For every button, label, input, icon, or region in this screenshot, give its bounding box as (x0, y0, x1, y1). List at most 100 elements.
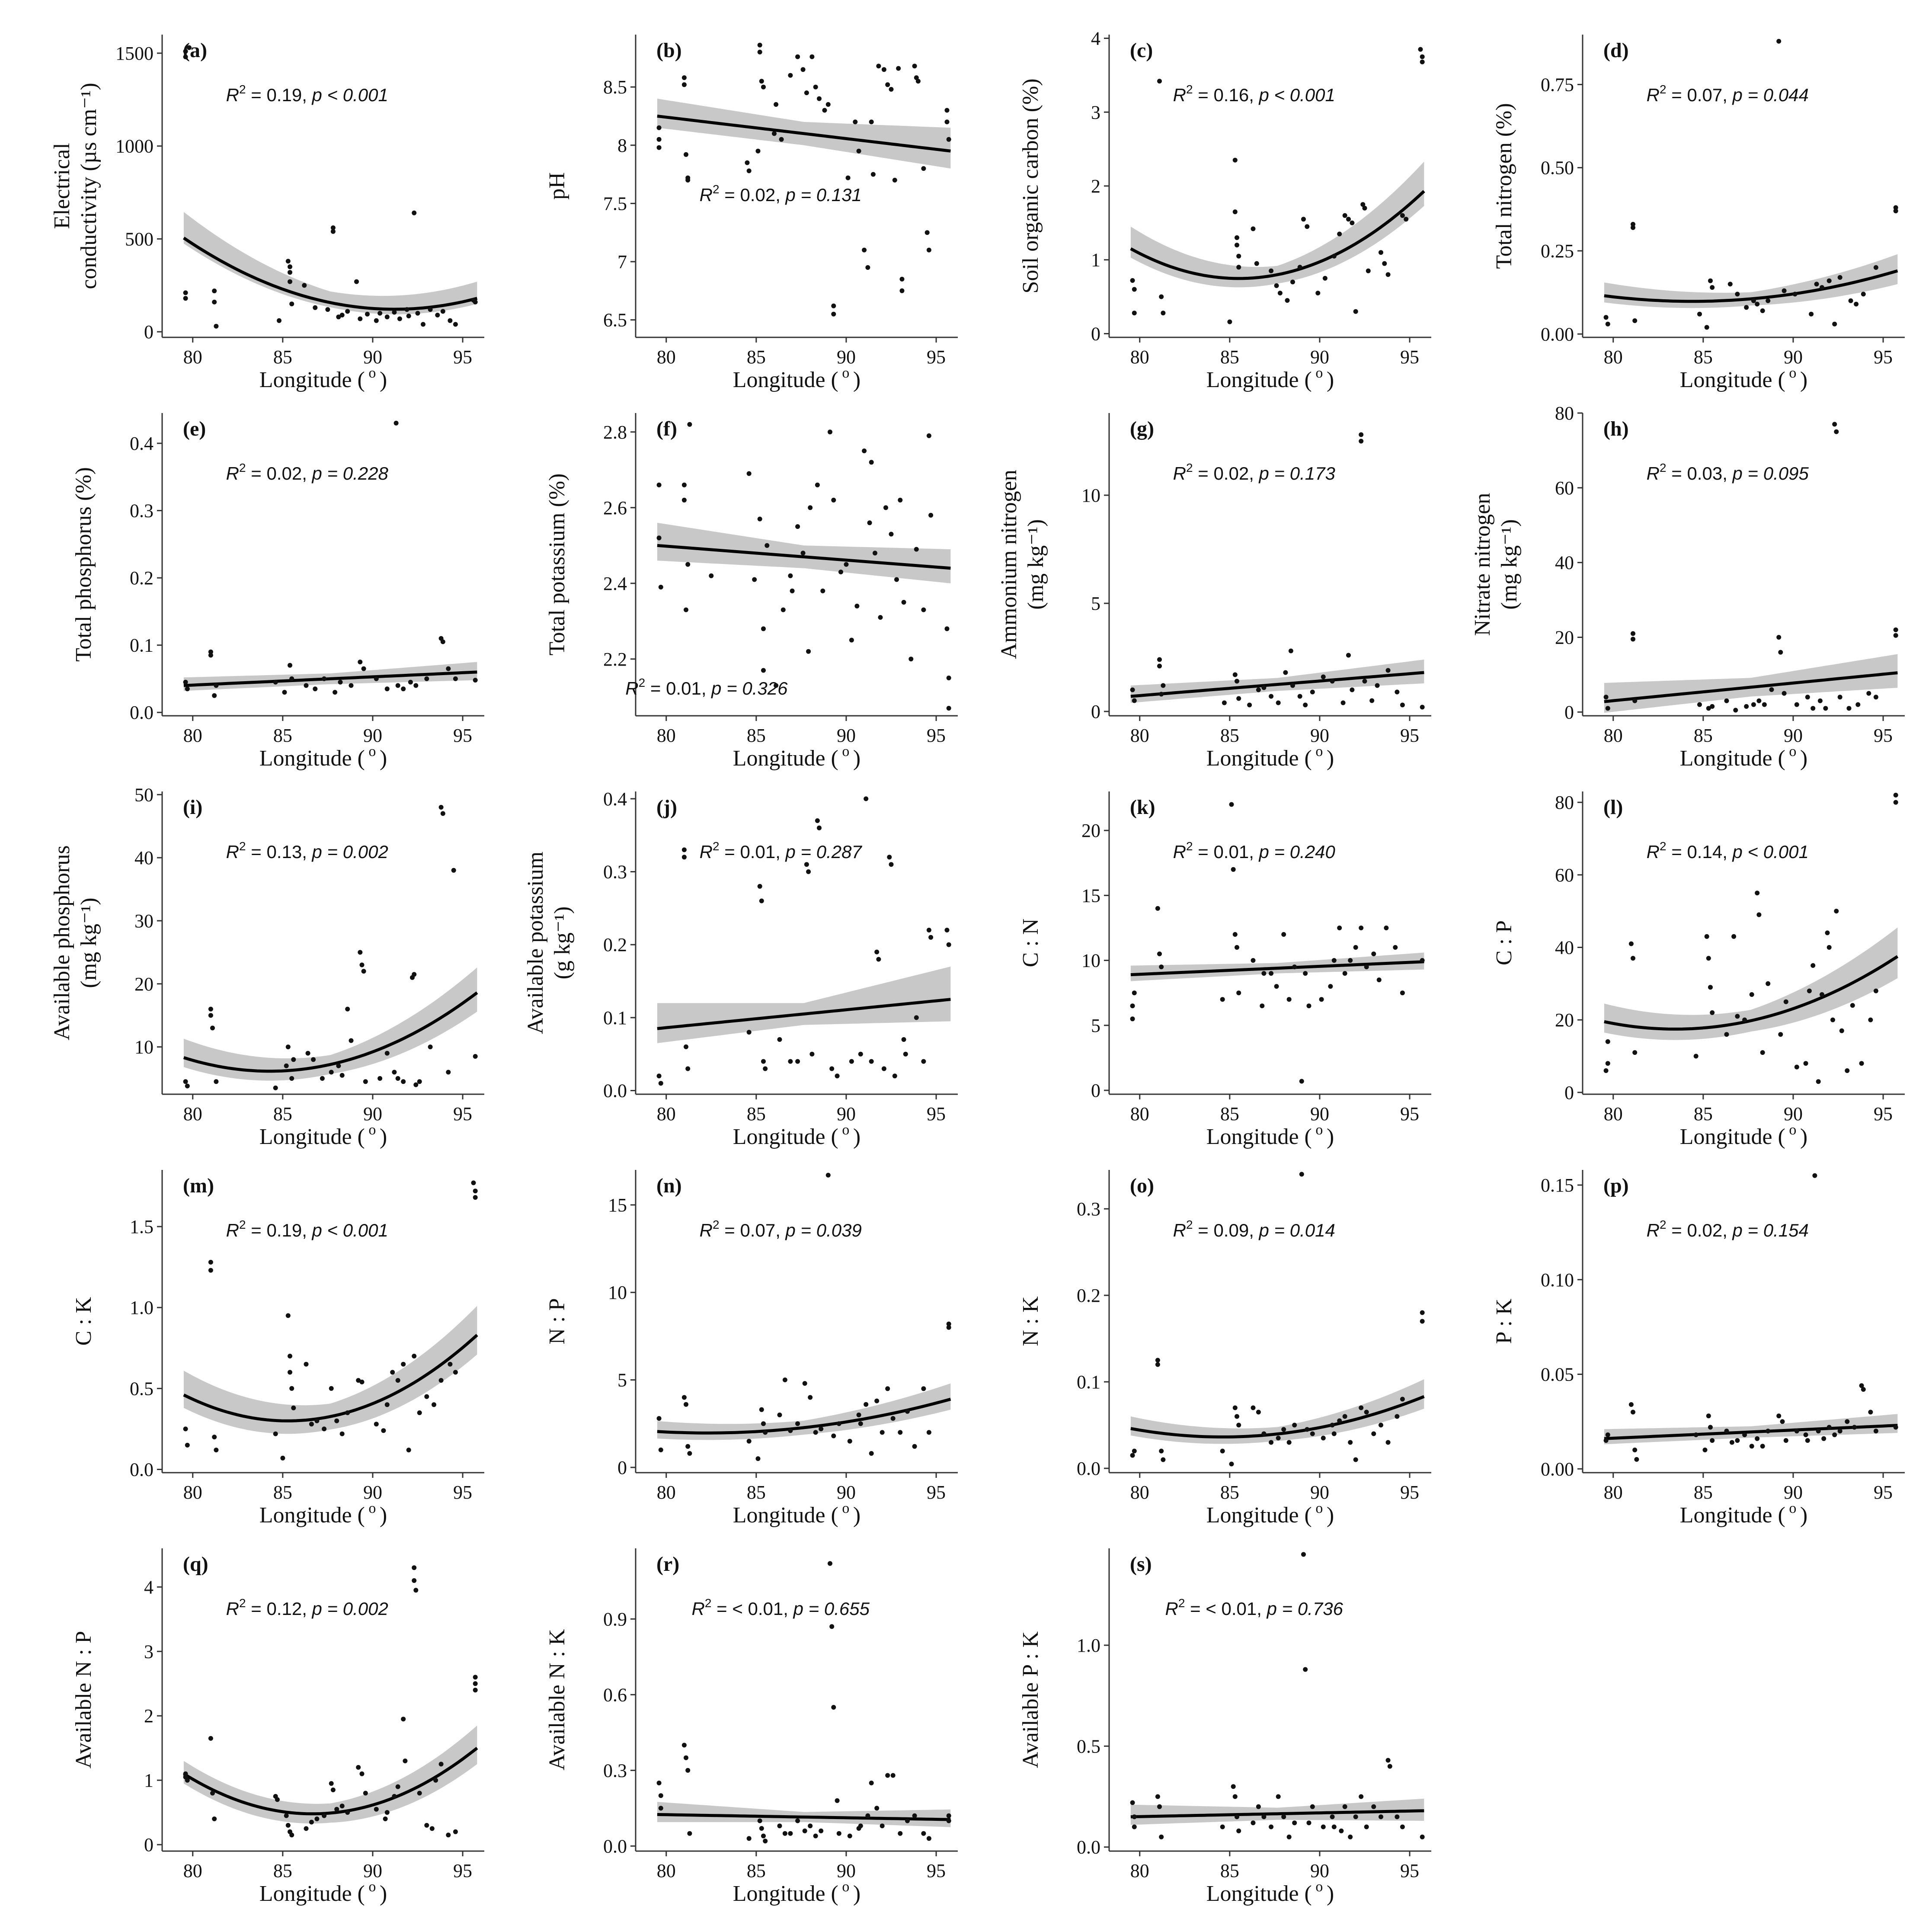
stat-r-power: 2 (239, 839, 246, 853)
data-point (889, 532, 894, 537)
y-tick-label: 50 (134, 784, 154, 805)
data-point (314, 1418, 320, 1423)
data-point (1299, 1079, 1304, 1084)
data-point (1420, 958, 1425, 963)
data-point (885, 1773, 890, 1778)
data-point (1866, 691, 1871, 696)
x-tick-label: 90 (363, 1860, 382, 1881)
data-point (921, 1386, 926, 1391)
data-point (285, 259, 291, 264)
data-point (374, 676, 379, 681)
x-label-text: Longitude ( (1206, 368, 1312, 392)
data-point (1820, 992, 1824, 997)
data-point (1751, 702, 1756, 707)
data-point (757, 49, 762, 54)
data-point (815, 818, 820, 823)
panel-letter-c: (c) (1130, 39, 1153, 62)
data-point (656, 1416, 662, 1421)
data-point (183, 49, 188, 54)
data-point (806, 869, 811, 874)
data-point (417, 1079, 422, 1084)
data-point (946, 676, 951, 680)
panel-p: 0.00 0.05 0.10 0.15 80 85 90 95 Longitude ( o ) P… (1492, 1170, 1905, 1528)
data-point (1292, 1422, 1297, 1428)
data-point (1631, 631, 1635, 636)
data-point (288, 264, 292, 269)
data-point (1331, 253, 1337, 259)
stat-sep: , (775, 1220, 785, 1240)
data-point (912, 64, 917, 69)
data-point (1220, 1448, 1225, 1454)
data-point (1812, 1173, 1817, 1178)
data-point (433, 1778, 438, 1783)
x-tick-label: 90 (1310, 1482, 1329, 1503)
data-point (1632, 318, 1638, 323)
x-tick-label: 95 (927, 1482, 946, 1503)
stat-sep: , (302, 463, 312, 484)
data-point (406, 314, 411, 319)
data-point (214, 1448, 219, 1453)
x-axis-label-l: Longitude ( o ) (1680, 1122, 1807, 1149)
x-label-close: ) (380, 1881, 387, 1906)
stat-r2-value: 0.16 (1213, 85, 1249, 105)
stat-p-value: p = 0.655 (793, 1599, 870, 1619)
x-label-close: ) (1800, 1503, 1807, 1528)
data-point (336, 314, 341, 320)
y-label-line: P : K (1492, 1298, 1516, 1344)
data-point (1873, 265, 1878, 270)
data-point (338, 679, 343, 685)
x-tick-label: 95 (1400, 1860, 1419, 1881)
data-point (858, 1823, 863, 1829)
data-point (1776, 38, 1782, 44)
data-point (313, 305, 318, 310)
fit-line-q (183, 1746, 478, 1816)
data-point (1274, 283, 1279, 288)
y-tick-label: 3 (144, 1641, 154, 1662)
data-point (421, 322, 425, 327)
data-point (876, 64, 881, 69)
stat-r-power: 2 (1186, 839, 1193, 853)
stat-r2-value: < 0.01 (1206, 1599, 1257, 1619)
y-tick-label: 0.9 (603, 1608, 627, 1630)
data-point (864, 1402, 869, 1407)
data-point (656, 145, 662, 150)
data-point (1254, 261, 1259, 266)
stat-r2-value: 0.02 (1213, 463, 1249, 484)
y-axis-label-i: Available phosphorus(mg kg⁻¹) (50, 845, 101, 1040)
data-point (408, 679, 413, 685)
data-point (1792, 292, 1798, 297)
data-point (757, 1818, 762, 1823)
x-axis-label-a: Longitude ( o ) (259, 365, 387, 392)
stat-r2-value: 0.01 (666, 678, 701, 698)
data-point (374, 318, 379, 323)
y-tick-label: 1.0 (1077, 1635, 1100, 1656)
stat-r2-value: 0.01 (740, 842, 775, 862)
data-point (813, 1430, 818, 1435)
data-point (870, 172, 876, 177)
y-tick-label: 40 (1555, 937, 1574, 958)
data-point (345, 1810, 350, 1815)
data-point (1782, 691, 1787, 696)
data-point (288, 1354, 292, 1358)
data-point (1290, 279, 1295, 285)
data-point (926, 433, 931, 438)
data-point (1348, 1440, 1353, 1445)
y-label-line: Total nitrogen (%) (1492, 103, 1516, 269)
data-point (656, 482, 662, 487)
data-point (1277, 291, 1283, 296)
data-point (356, 1765, 361, 1770)
data-point (1232, 157, 1238, 163)
data-point (1826, 945, 1832, 950)
y-tick-label: 0 (1564, 702, 1574, 723)
panel-n: 0 5 10 15 80 85 90 95 Longitude ( o ) N : P (n) R2 … (545, 1170, 958, 1528)
data-point (1603, 1438, 1609, 1443)
y-label-line: Electrical (50, 143, 74, 229)
confidence-band-l (1604, 927, 1898, 1040)
panel-letter-i: (i) (183, 796, 202, 819)
panel-r: 0.0 0.3 0.6 0.9 80 85 90 95 Longitude ( o ) Avail… (545, 1548, 958, 1906)
data-point (412, 1565, 417, 1570)
data-point (291, 1405, 296, 1410)
data-point (1603, 1068, 1609, 1073)
data-point (838, 570, 843, 574)
data-point (1893, 205, 1898, 210)
